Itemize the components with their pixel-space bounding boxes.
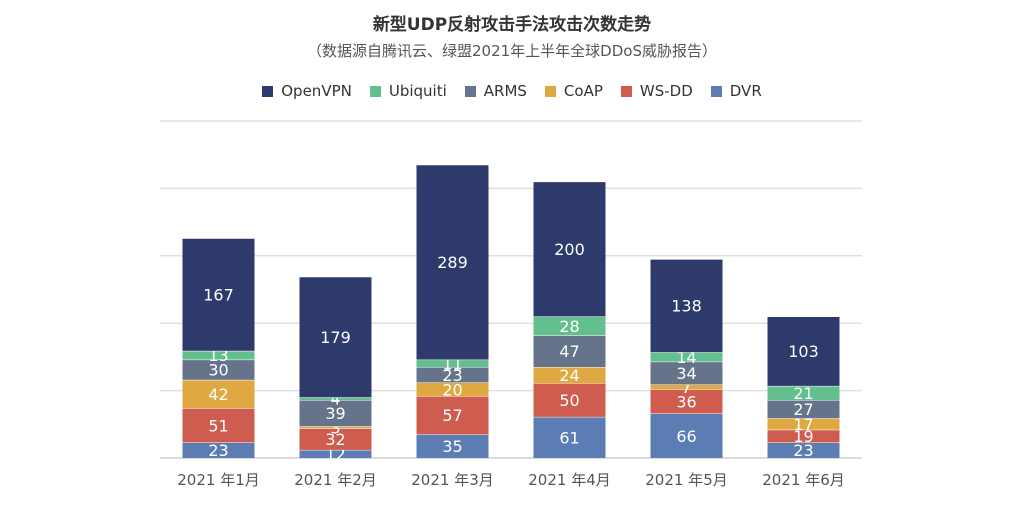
x-tick-label: 2021 年1月 (177, 471, 260, 489)
data-label: 20 (442, 380, 462, 399)
x-tick-label: 2021 年6月 (762, 471, 845, 489)
data-label: 13 (208, 346, 228, 365)
legend-item-arms: ARMS (464, 82, 527, 100)
legend-label: DVR (729, 82, 762, 100)
bar-segment-openvpn-5 (650, 259, 723, 353)
data-label: 42 (208, 385, 228, 404)
data-label: 103 (788, 342, 819, 361)
legend-swatch (620, 85, 632, 97)
data-label: 200 (554, 240, 585, 259)
legend-label: Ubiquiti (388, 82, 447, 100)
chart-title: 新型UDP反射攻击手法攻击次数走势 (372, 15, 652, 35)
legend-swatch (544, 85, 556, 97)
bar-segment-ws-dd-5 (650, 389, 723, 414)
bar-segment-ubiquiti-1 (182, 350, 255, 360)
legend-swatch (710, 85, 722, 97)
bar-segment-coap-5 (650, 384, 723, 390)
legend-item-coap: CoAP (544, 82, 603, 100)
data-label: 179 (320, 328, 351, 347)
bar-segment-openvpn-6 (767, 316, 840, 386)
data-label: 27 (793, 400, 813, 419)
bar-segment-coap-3 (416, 382, 489, 396)
data-label: 24 (559, 366, 579, 385)
legend-item-openvpn: OpenVPN (262, 82, 352, 100)
bar-segment-ubiquiti-5 (650, 352, 723, 362)
legend-label: WS-DD (639, 82, 693, 100)
legend-label: OpenVPN (281, 82, 352, 100)
data-label: 57 (442, 406, 462, 425)
legend-swatch (369, 85, 381, 97)
data-label: 23 (208, 441, 228, 460)
data-label: 23 (442, 366, 462, 385)
data-label: 30 (208, 361, 228, 380)
data-label: 289 (437, 253, 468, 272)
bar-segment-arms-6 (767, 400, 840, 419)
data-label: 17 (793, 415, 813, 434)
bar-segment-coap-6 (767, 418, 840, 430)
bar-segment-arms-4 (533, 335, 606, 368)
x-tick-label: 2021 年3月 (411, 471, 494, 489)
data-label: 7 (681, 378, 691, 397)
data-label: 51 (208, 416, 228, 435)
data-label: 19 (793, 427, 813, 446)
data-label: 39 (325, 404, 345, 423)
bar-segment-ws-dd-3 (416, 395, 489, 435)
bar-segment-openvpn-3 (416, 164, 489, 360)
legend-item-ubiquiti: Ubiquiti (369, 82, 447, 100)
data-label: 32 (325, 430, 345, 449)
legend-swatch (262, 85, 274, 97)
data-label: 61 (559, 428, 579, 447)
legend-label: CoAP (563, 82, 603, 100)
chart-subtitle: （数据源自腾讯云、绿盟2021年上半年全球DDoS威胁报告） (307, 42, 717, 60)
data-label: 138 (671, 297, 702, 316)
bar-segment-dvr-3 (416, 434, 489, 458)
x-tick-label: 2021 年2月 (294, 471, 377, 489)
x-tick-label: 2021 年4月 (528, 471, 611, 489)
legend-item-dvr: DVR (710, 82, 762, 100)
data-label: 50 (559, 391, 579, 410)
bar-segment-openvpn-1 (182, 238, 255, 351)
bar-segment-arms-3 (416, 367, 489, 383)
x-tick-label: 2021 年5月 (645, 471, 728, 489)
data-label: 35 (442, 437, 462, 456)
data-label: 66 (676, 427, 696, 446)
data-label: 4 (330, 390, 340, 409)
data-label: 47 (559, 342, 579, 361)
legend-item-ws-dd: WS-DD (620, 82, 693, 100)
legend-swatch (464, 85, 476, 97)
data-label: 14 (676, 348, 696, 367)
legend-label: ARMS (483, 82, 527, 100)
bar-segment-dvr-6 (767, 442, 840, 458)
data-label: 3 (330, 418, 340, 437)
chart-legend: OpenVPN Ubiquiti ARMS CoAP WS-DD DVR (0, 82, 1024, 100)
data-label: 36 (676, 392, 696, 411)
bar-segment-coap-1 (182, 379, 255, 409)
bar-segment-ws-dd-4 (533, 383, 606, 417)
bar-segment-coap-2 (299, 426, 372, 429)
data-label: 167 (203, 286, 234, 305)
bar-segment-ubiquiti-2 (299, 397, 372, 401)
bar-segment-dvr-4 (533, 416, 606, 458)
bar-segment-ubiquiti-6 (767, 385, 840, 401)
bar-segment-ws-dd-1 (182, 408, 255, 443)
bar-segment-openvpn-4 (533, 181, 606, 317)
data-label: 23 (793, 441, 813, 460)
bar-segment-openvpn-2 (299, 276, 372, 398)
bar-segment-ubiquiti-4 (533, 316, 606, 336)
data-label: 28 (559, 317, 579, 336)
bar-segment-dvr-2 (299, 449, 372, 458)
bar-segment-arms-5 (650, 361, 723, 385)
bar-segment-ws-dd-2 (299, 428, 372, 450)
bar-segment-dvr-1 (182, 442, 255, 458)
data-label: 34 (676, 364, 696, 383)
data-label: 21 (793, 384, 813, 403)
bar-segment-coap-4 (533, 367, 606, 384)
bar-segment-arms-2 (299, 400, 372, 427)
bar-segment-dvr-5 (650, 413, 723, 458)
bar-segment-ws-dd-6 (767, 429, 840, 443)
bar-segment-ubiquiti-3 (416, 359, 489, 368)
bar-segment-arms-1 (182, 359, 255, 380)
